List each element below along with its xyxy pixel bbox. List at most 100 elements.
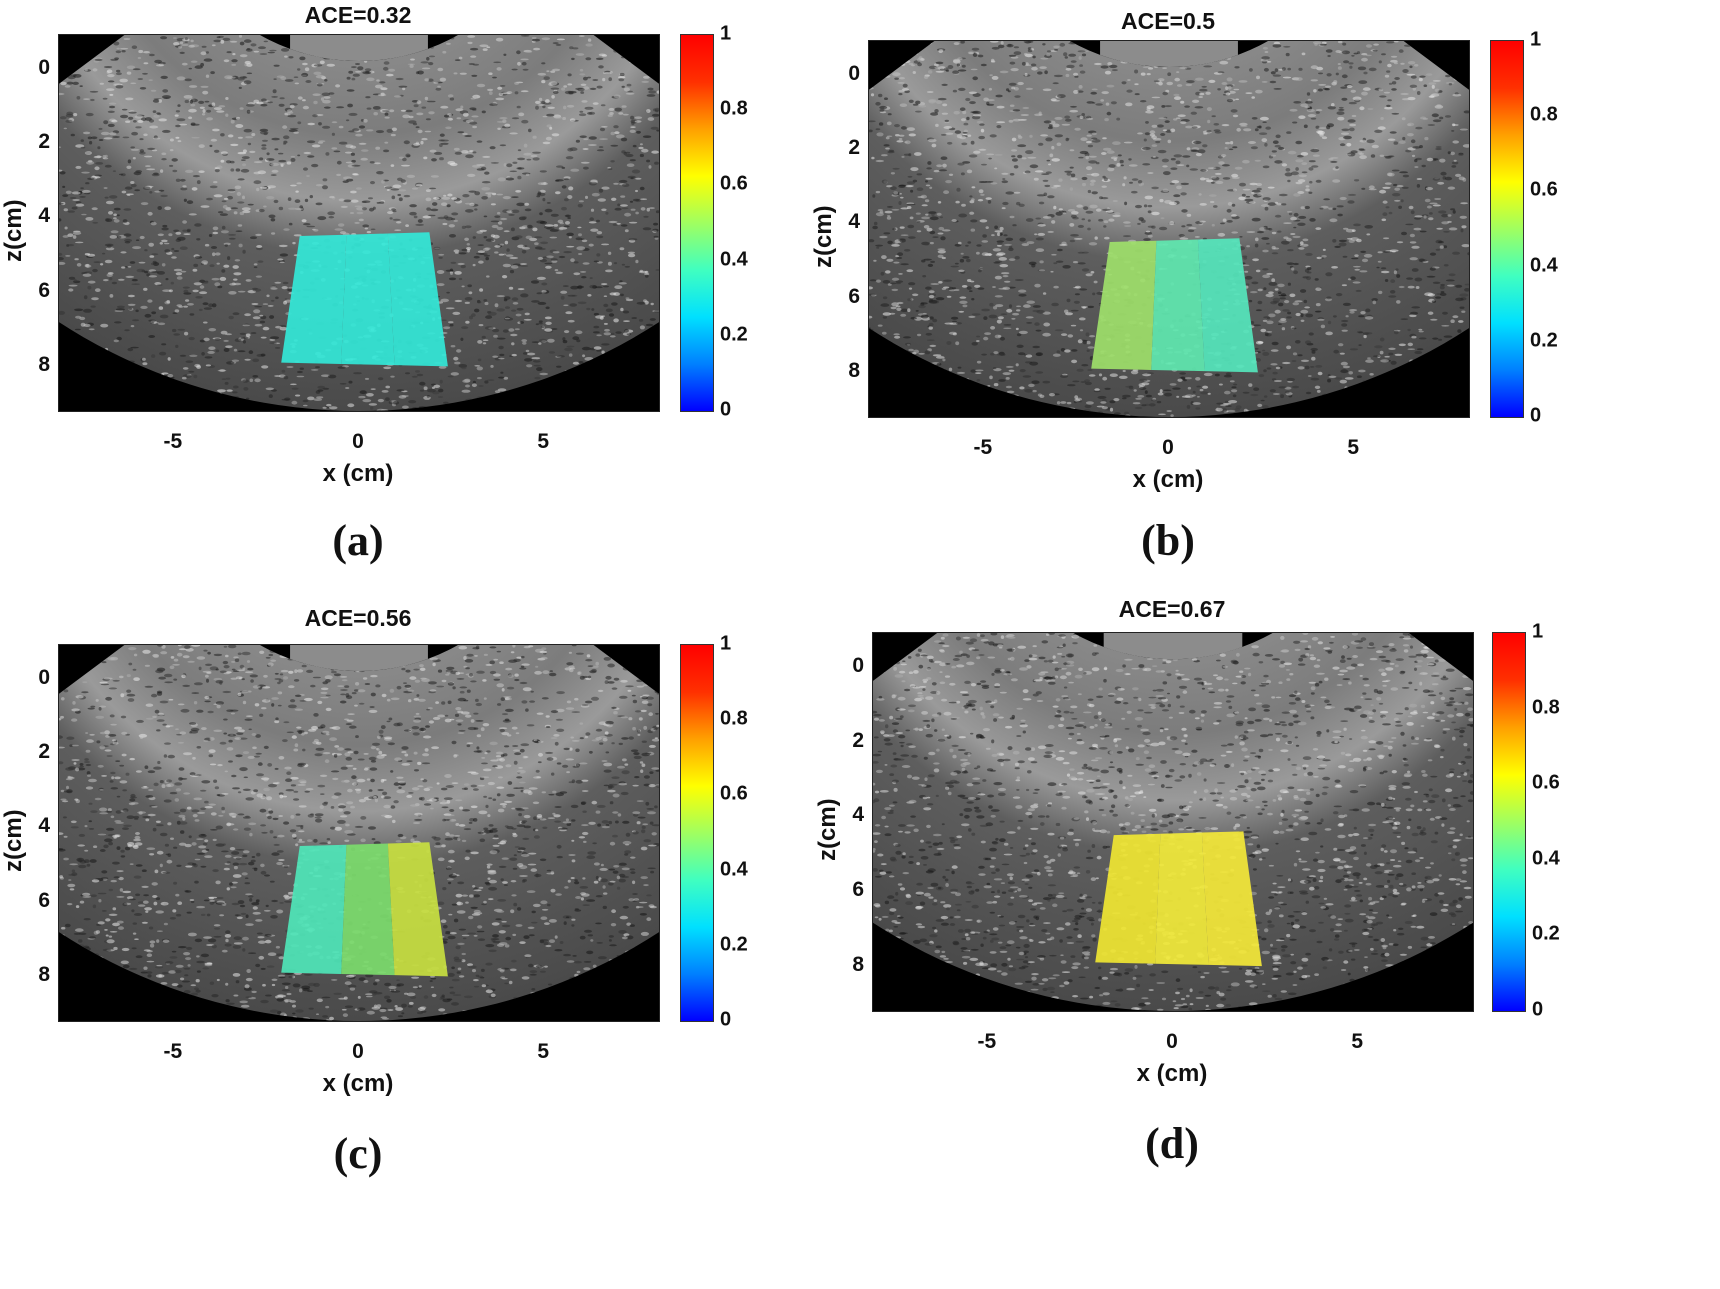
roi-overlay-band <box>1091 240 1157 370</box>
plot-title: ACE=0.32 <box>304 2 412 28</box>
sector-image <box>59 35 659 411</box>
roi-overlay-band <box>1095 833 1161 964</box>
plot-title: ACE=0.56 <box>304 605 412 631</box>
panel-caption: (b) <box>1141 516 1195 565</box>
colorbar-tick-label: 0.4 <box>720 248 748 271</box>
y-tick-label: 4 <box>38 204 50 228</box>
y-tick-label: 0 <box>848 61 860 85</box>
ultrasound-image <box>58 644 660 1022</box>
colorbar-tick-label: 0.8 <box>720 97 748 120</box>
y-axis-label: z(cm) <box>814 798 841 861</box>
y-tick-label: 2 <box>852 728 864 752</box>
x-axis-label: x (cm) <box>1132 466 1204 493</box>
transducer-cap <box>290 35 428 62</box>
roi-overlay-band <box>1201 831 1262 967</box>
y-tick-label: 6 <box>38 278 50 302</box>
y-tick-label: 6 <box>852 878 864 902</box>
colorbar <box>680 644 714 1022</box>
ultrasound-image <box>58 34 660 412</box>
ultrasound-image <box>872 632 1474 1012</box>
colorbar-tick-label: 0.6 <box>1530 178 1558 201</box>
colorbar-tick-label: 0.4 <box>1530 254 1558 277</box>
colorbar-tick-label: 0.4 <box>720 858 748 881</box>
x-axis-label: x (cm) <box>1136 1060 1208 1087</box>
x-tick-label: 0 <box>352 1040 364 1063</box>
y-tick-label: 2 <box>38 739 50 763</box>
x-axis-label: x (cm) <box>322 460 394 487</box>
y-tick-label: 4 <box>852 803 864 827</box>
y-axis-label: z(cm) <box>0 809 27 872</box>
ultrasound-image <box>868 40 1470 418</box>
x-tick-label: 5 <box>537 430 550 453</box>
colorbar-tick-label: 0 <box>720 1008 732 1031</box>
y-tick-label: 2 <box>848 135 860 159</box>
colorbar-tick-label: 1 <box>1530 28 1542 51</box>
roi-overlay-band <box>1197 238 1258 373</box>
colorbar-tick-label: 0.2 <box>720 323 748 346</box>
y-tick-label: 8 <box>852 953 864 977</box>
x-tick-label: -5 <box>977 1030 997 1053</box>
y-axis-label: z(cm) <box>0 199 27 262</box>
transducer-cap <box>290 645 428 672</box>
transducer-cap <box>1103 633 1243 660</box>
y-tick-label: 6 <box>848 284 860 308</box>
y-tick-label: 8 <box>38 353 50 377</box>
x-tick-label: 0 <box>1166 1030 1178 1053</box>
roi-overlay-band <box>281 844 347 974</box>
sector-image <box>59 645 659 1021</box>
colorbar-tick-label: 0.6 <box>720 172 748 195</box>
roi-overlay-band <box>341 233 395 366</box>
colorbar-tick-label: 0.6 <box>1532 771 1560 794</box>
colorbar-tick-label: 0.8 <box>1530 103 1558 126</box>
plot-title: ACE=0.5 <box>1121 8 1215 34</box>
colorbar-tick-label: 0 <box>720 398 732 421</box>
panel-caption: (d) <box>1145 1119 1199 1168</box>
y-tick-label: 2 <box>38 129 50 153</box>
colorbar-tick-label: 0.6 <box>720 782 748 805</box>
plot-title: ACE=0.67 <box>1118 596 1226 622</box>
y-tick-label: 8 <box>38 963 50 987</box>
x-tick-label: 5 <box>537 1040 550 1063</box>
colorbar-tick-label: 0.8 <box>720 707 748 730</box>
roi-overlay-band <box>387 232 448 367</box>
sector-image <box>869 41 1469 417</box>
colorbar-tick-label: 0 <box>1532 998 1544 1021</box>
colorbar-tick-label: 0.8 <box>1532 696 1560 719</box>
x-tick-label: -5 <box>973 436 993 459</box>
y-tick-label: 0 <box>38 665 50 689</box>
panel-caption: (c) <box>333 1129 383 1178</box>
roi-overlay-band <box>1151 239 1205 372</box>
x-tick-label: -5 <box>163 1040 183 1063</box>
colorbar-tick-label: 0 <box>1530 404 1542 427</box>
y-tick-label: 0 <box>852 653 864 677</box>
roi-overlay-band <box>281 234 347 364</box>
colorbar-tick-label: 1 <box>720 632 732 655</box>
roi-overlay-band <box>1155 832 1209 965</box>
y-tick-label: 4 <box>38 814 50 838</box>
sector-image <box>873 633 1473 1011</box>
panel-caption: (a) <box>332 516 384 565</box>
transducer-cap <box>1100 41 1238 68</box>
x-tick-label: -5 <box>163 430 183 453</box>
y-tick-label: 6 <box>38 888 50 912</box>
colorbar <box>680 34 714 412</box>
roi-overlay-band <box>387 842 448 977</box>
colorbar-tick-label: 0.4 <box>1532 847 1560 870</box>
x-tick-label: 5 <box>1347 436 1360 459</box>
colorbar <box>1490 40 1524 418</box>
colorbar <box>1492 632 1526 1012</box>
roi-overlay-band <box>341 843 395 976</box>
colorbar-tick-label: 0.2 <box>1532 922 1560 945</box>
y-axis-label: z(cm) <box>810 205 837 268</box>
x-tick-label: 5 <box>1351 1030 1364 1053</box>
x-axis-label: x (cm) <box>322 1070 394 1097</box>
colorbar-tick-label: 0.2 <box>1530 329 1558 352</box>
colorbar-tick-label: 0.2 <box>720 933 748 956</box>
colorbar-tick-label: 1 <box>720 22 732 45</box>
colorbar-tick-label: 1 <box>1532 620 1544 643</box>
x-tick-label: 0 <box>352 430 364 453</box>
x-tick-label: 0 <box>1162 436 1174 459</box>
y-tick-label: 8 <box>848 359 860 383</box>
y-tick-label: 4 <box>848 210 860 234</box>
y-tick-label: 0 <box>38 55 50 79</box>
